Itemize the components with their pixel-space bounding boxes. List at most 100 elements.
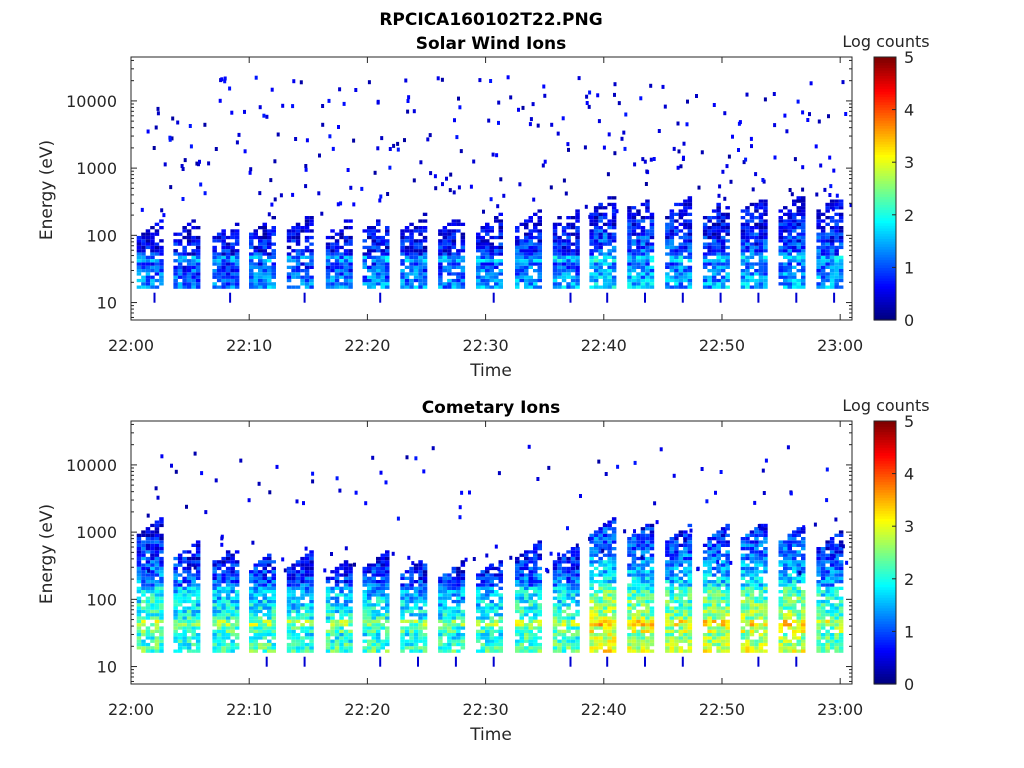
heatmap-cell bbox=[225, 593, 231, 597]
heatmap-cell bbox=[489, 272, 494, 276]
heatmap-cell bbox=[367, 629, 372, 633]
heatmap-cell bbox=[253, 590, 258, 594]
heatmap-cell bbox=[438, 265, 443, 269]
heatmap-cell bbox=[537, 249, 542, 253]
heatmap-cell bbox=[519, 586, 524, 590]
heatmap-cell bbox=[524, 639, 529, 643]
y-tick-label: 100 bbox=[86, 226, 117, 245]
heatmap-cell bbox=[173, 626, 178, 630]
heatmap-cell bbox=[611, 576, 617, 580]
heatmap-cell bbox=[442, 226, 448, 230]
heatmap-cell bbox=[552, 626, 558, 630]
heatmap-cell bbox=[343, 613, 349, 617]
heatmap-cell bbox=[413, 566, 419, 571]
heatmap-cell bbox=[191, 560, 196, 564]
heatmap-cell bbox=[707, 219, 712, 223]
heatmap-cell bbox=[820, 252, 826, 256]
heatmap-cell bbox=[177, 642, 183, 647]
heatmap-cell bbox=[485, 646, 490, 650]
heatmap-cell bbox=[593, 580, 599, 584]
heatmap-cell bbox=[557, 593, 562, 597]
heatmap-cell bbox=[627, 623, 632, 627]
heatmap-cell bbox=[409, 239, 414, 243]
heatmap-cell bbox=[409, 626, 414, 630]
heatmap-cell bbox=[678, 282, 684, 286]
heatmap-cell bbox=[607, 265, 612, 269]
heatmap-cell bbox=[371, 282, 376, 286]
heatmap-cell bbox=[385, 619, 390, 623]
heatmap-cell bbox=[409, 573, 414, 577]
heatmap-cell bbox=[253, 599, 258, 604]
heatmap-cell bbox=[271, 606, 276, 610]
heatmap-cell bbox=[385, 556, 390, 561]
heatmap-cell bbox=[557, 619, 562, 623]
heatmap-cell bbox=[716, 216, 721, 220]
heatmap-cell bbox=[451, 255, 457, 259]
heatmap-cell bbox=[570, 576, 576, 580]
heatmap-cell bbox=[418, 619, 423, 623]
heatmap-cell bbox=[380, 262, 385, 266]
heatmap-cell bbox=[422, 255, 428, 259]
cometary-panel: Cometary Ions Log counts Time Energy (eV… bbox=[37, 396, 930, 745]
heatmap-cell bbox=[645, 540, 650, 544]
heatmap-cell bbox=[460, 576, 466, 580]
heatmap-cell bbox=[716, 229, 721, 233]
heatmap-cell bbox=[537, 272, 542, 276]
heatmap-cell bbox=[362, 649, 367, 653]
heatmap-cell bbox=[598, 252, 603, 256]
heatmap-cell bbox=[413, 278, 419, 283]
heatmap-cell bbox=[672, 146, 676, 151]
heatmap-cell bbox=[295, 603, 301, 607]
heatmap-cell bbox=[827, 114, 830, 119]
heatmap-cell bbox=[494, 639, 499, 643]
heatmap-cell bbox=[438, 603, 443, 607]
heatmap-cell bbox=[674, 576, 679, 580]
heatmap-cell bbox=[640, 553, 646, 557]
heatmap-cell bbox=[385, 269, 390, 273]
heatmap-cell bbox=[611, 209, 617, 213]
heatmap-cell bbox=[498, 606, 503, 610]
heatmap-cell bbox=[636, 285, 641, 289]
heatmap-cell bbox=[645, 239, 650, 243]
heatmap-cell bbox=[792, 239, 797, 243]
heatmap-cell bbox=[422, 590, 428, 594]
heatmap-cell bbox=[528, 262, 533, 266]
colorbar-tick-label: 1 bbox=[904, 258, 914, 277]
heatmap-cell bbox=[376, 639, 381, 643]
heatmap-cell bbox=[552, 642, 558, 647]
heatmap-cell bbox=[611, 202, 617, 207]
heatmap-cell bbox=[216, 629, 222, 633]
heatmap-cell bbox=[533, 235, 538, 240]
heatmap-cell bbox=[687, 265, 693, 269]
heatmap-cell bbox=[570, 639, 576, 643]
heatmap-cell bbox=[685, 122, 689, 127]
heatmap-cell bbox=[524, 285, 529, 289]
heatmap-cell bbox=[645, 269, 650, 273]
colorbar-strip bbox=[874, 214, 896, 219]
heatmap-cell bbox=[159, 249, 164, 253]
heatmap-cell bbox=[631, 282, 637, 286]
heatmap-cell bbox=[801, 245, 806, 250]
heatmap-cell bbox=[676, 121, 680, 126]
heatmap-cell bbox=[627, 540, 632, 544]
heatmap-cell bbox=[515, 262, 520, 266]
heatmap-cell bbox=[645, 619, 650, 623]
heatmap-cell bbox=[460, 239, 466, 243]
heatmap-cell bbox=[829, 216, 835, 220]
heatmap-cell bbox=[575, 626, 580, 630]
heatmap-cell bbox=[409, 566, 414, 571]
heatmap-cell bbox=[339, 269, 344, 273]
heatmap-cell bbox=[186, 232, 192, 236]
heatmap-cell bbox=[291, 272, 296, 276]
heatmap-cell bbox=[334, 623, 340, 627]
heatmap-cell bbox=[234, 239, 240, 243]
heatmap-cell bbox=[460, 626, 466, 630]
heatmap-cell bbox=[669, 566, 675, 571]
heatmap-cell bbox=[602, 570, 608, 574]
heatmap-cell bbox=[253, 636, 258, 640]
heatmap-cell bbox=[186, 623, 192, 627]
heatmap-cell bbox=[702, 265, 708, 269]
heatmap-cell bbox=[342, 101, 346, 106]
heatmap-cell bbox=[334, 242, 340, 246]
heatmap-cell bbox=[720, 245, 726, 250]
